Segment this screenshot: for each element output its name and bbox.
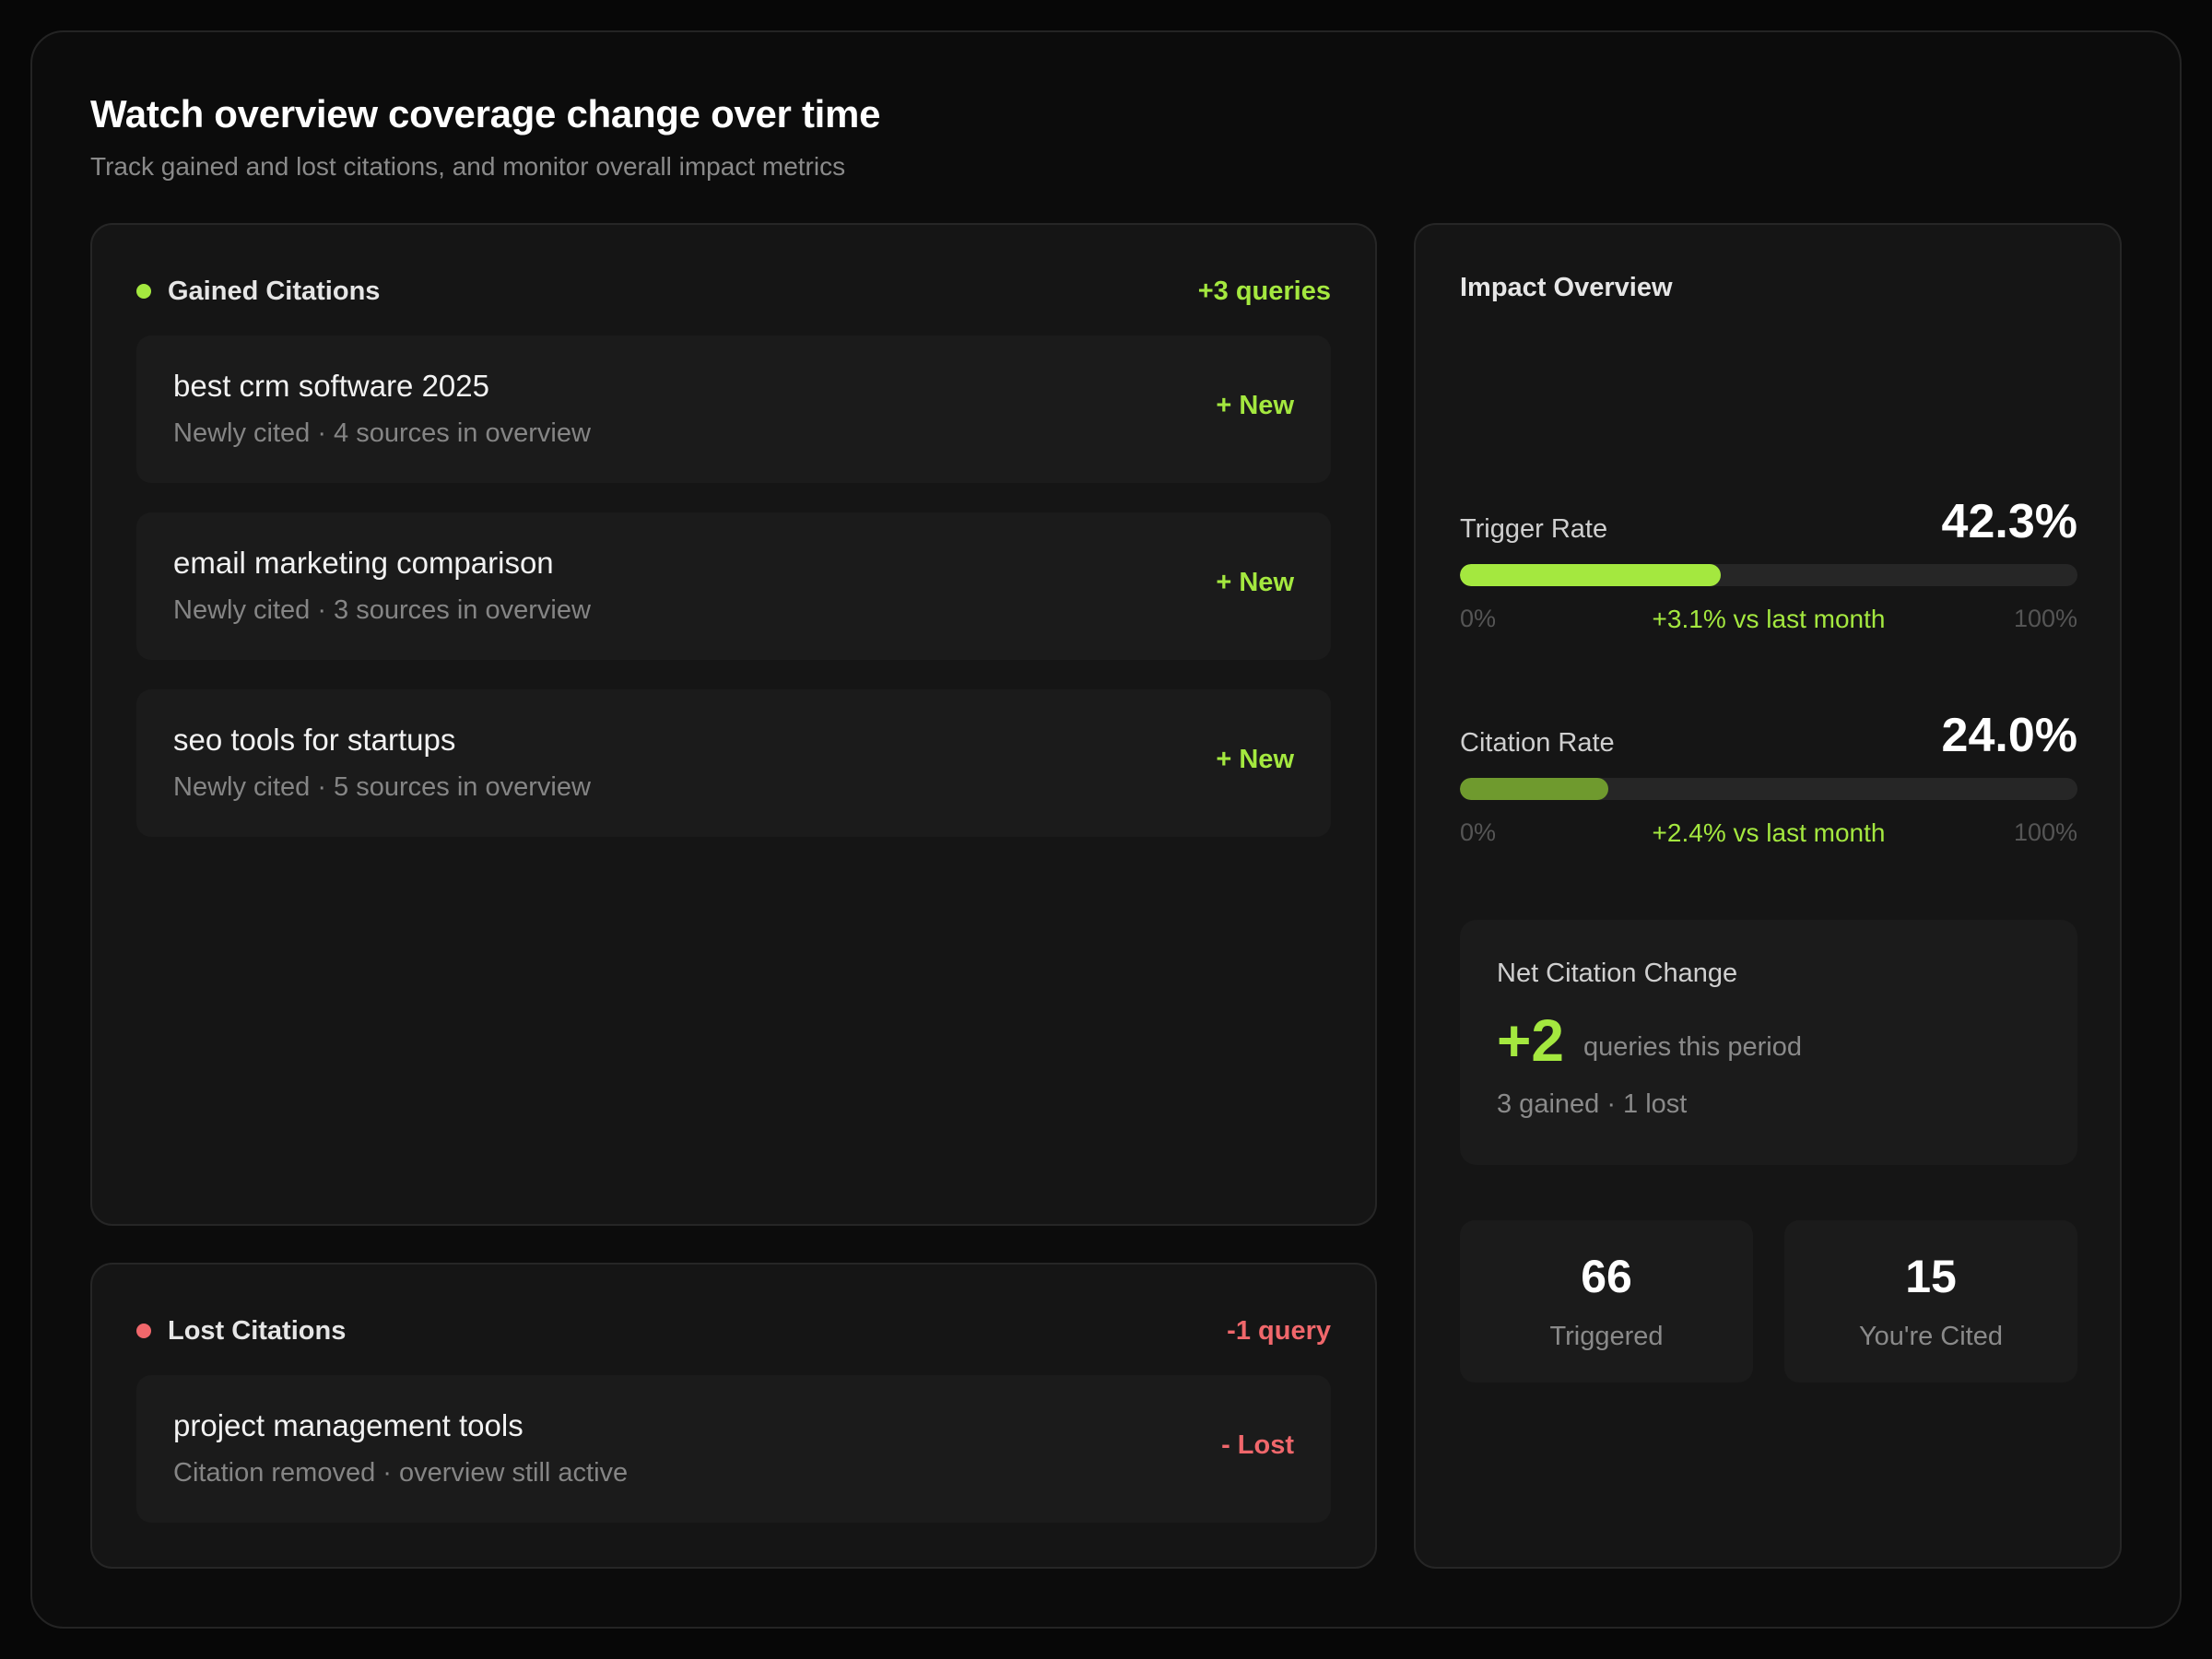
citation-rate-scale-min: 0% bbox=[1460, 818, 1497, 846]
gained-citations-card: Gained Citations +3 queries best crm sof… bbox=[90, 223, 1377, 1226]
lost-citations-card: Lost Citations -1 query project manageme… bbox=[90, 1263, 1377, 1569]
query-meta: Citation removed · overview still active bbox=[173, 1458, 629, 1488]
new-tag: + New bbox=[1216, 391, 1294, 420]
query-text: email marketing comparison bbox=[173, 546, 554, 580]
query-meta: Newly cited · 3 sources in overview bbox=[173, 595, 591, 625]
impact-overview-title: Impact Overview bbox=[1460, 273, 1673, 302]
gained-item[interactable]: seo tools for startups Newly cited · 5 s… bbox=[136, 689, 1331, 837]
gained-citations-title: Gained Citations bbox=[168, 276, 381, 306]
cited-stat: 15 You're Cited bbox=[1784, 1220, 2077, 1382]
trigger-rate-progress-fill bbox=[1460, 564, 1721, 586]
new-tag: + New bbox=[1216, 568, 1294, 597]
trigger-rate-label: Trigger Rate bbox=[1460, 514, 1608, 544]
triggered-stat-value: 66 bbox=[1581, 1251, 1632, 1302]
trigger-rate-progress-track bbox=[1460, 564, 2077, 586]
citation-rate-progress-fill bbox=[1460, 778, 1608, 800]
trigger-rate-value: 42.3% bbox=[1941, 495, 2077, 548]
query-text: best crm software 2025 bbox=[173, 369, 489, 403]
net-citation-change-caption: queries this period bbox=[1583, 1032, 1802, 1062]
lost-count-badge: -1 query bbox=[1227, 1315, 1331, 1346]
page-subtitle: Track gained and lost citations, and mon… bbox=[90, 152, 846, 181]
lost-citations-header: Lost Citations -1 query bbox=[136, 1312, 1331, 1349]
cited-stat-label: You're Cited bbox=[1858, 1322, 2004, 1351]
triggered-stat: 66 Triggered bbox=[1460, 1220, 1753, 1382]
gained-count-badge: +3 queries bbox=[1197, 276, 1331, 306]
citation-rate-label: Citation Rate bbox=[1460, 728, 1615, 758]
impact-overview-card: Impact Overview Trigger Rate 42.3% 0% +3… bbox=[1414, 223, 2122, 1569]
page-title: Watch overview coverage change over time bbox=[90, 92, 881, 135]
citation-rate-delta: +2.4% vs last month bbox=[1652, 818, 1886, 847]
net-citation-change-label: Net Citation Change bbox=[1497, 959, 1738, 988]
trigger-rate-scale-max: 100% bbox=[2013, 605, 2077, 632]
green-status-dot-icon bbox=[136, 284, 151, 299]
net-citation-change-box: Net Citation Change +2 queries this peri… bbox=[1460, 920, 2077, 1165]
lost-item[interactable]: project management tools Citation remove… bbox=[136, 1375, 1331, 1523]
query-text: project management tools bbox=[173, 1408, 524, 1442]
gained-item[interactable]: email marketing comparison Newly cited ·… bbox=[136, 512, 1331, 660]
query-meta: Newly cited · 5 sources in overview bbox=[173, 772, 591, 802]
citation-rate-value: 24.0% bbox=[1941, 709, 2077, 762]
net-citation-change-detail: 3 gained · 1 lost bbox=[1497, 1089, 1688, 1119]
triggered-stat-label: Triggered bbox=[1549, 1322, 1664, 1351]
trigger-rate-scale-min: 0% bbox=[1460, 605, 1497, 632]
lost-tag: - Lost bbox=[1221, 1430, 1294, 1460]
cited-stat-value: 15 bbox=[1905, 1251, 1957, 1302]
gained-citations-header: Gained Citations +3 queries bbox=[136, 273, 1331, 310]
query-text: seo tools for startups bbox=[173, 723, 456, 757]
lost-citations-title: Lost Citations bbox=[168, 1315, 347, 1346]
red-status-dot-icon bbox=[136, 1324, 151, 1338]
query-meta: Newly cited · 4 sources in overview bbox=[173, 418, 591, 448]
net-citation-change-value: +2 bbox=[1497, 1007, 1564, 1074]
citation-rate-scale-max: 100% bbox=[2013, 818, 2077, 846]
citation-rate-progress-track bbox=[1460, 778, 2077, 800]
new-tag: + New bbox=[1216, 745, 1294, 774]
gained-item[interactable]: best crm software 2025 Newly cited · 4 s… bbox=[136, 335, 1331, 483]
trigger-rate-delta: +3.1% vs last month bbox=[1652, 605, 1886, 633]
